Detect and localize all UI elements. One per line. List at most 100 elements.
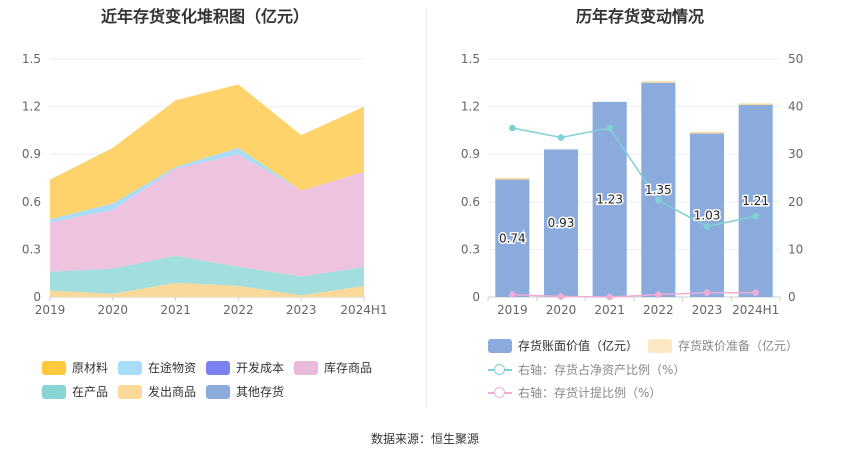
legend-swatch bbox=[206, 384, 230, 399]
right-chart-title: 历年存货变动情况 bbox=[575, 7, 704, 26]
bar-data-label: 0.93 bbox=[548, 216, 575, 230]
legend-swatch bbox=[648, 338, 672, 353]
x-tick-label: 2022 bbox=[643, 303, 674, 317]
area-在途物资 bbox=[50, 147, 364, 223]
bar-data-label: 0.74 bbox=[499, 231, 526, 245]
y-right-tick-label: 40 bbox=[788, 100, 803, 114]
line-point bbox=[703, 289, 711, 297]
legend-label: 存货账面价值（亿元） bbox=[518, 339, 639, 353]
y-tick-label: 0.6 bbox=[22, 195, 41, 209]
legend-item-shipped[interactable]: 发出商品 bbox=[118, 383, 196, 400]
y-left-tick-label: 0.3 bbox=[461, 242, 480, 256]
x-tick-label: 2019 bbox=[35, 303, 66, 317]
x-tick-label: 2022 bbox=[223, 303, 254, 317]
bar-book-value bbox=[689, 133, 725, 297]
x-tick-label: 2020 bbox=[546, 303, 577, 317]
y-right-tick-label: 50 bbox=[788, 52, 803, 66]
legend-item-impairment[interactable]: 存货跌价准备（亿元） bbox=[648, 337, 798, 354]
y-tick-label: 0.3 bbox=[22, 242, 41, 256]
line-point bbox=[509, 291, 516, 298]
line-point bbox=[655, 197, 662, 204]
y-left-tick-label: 0.9 bbox=[461, 147, 480, 161]
legend-swatch bbox=[118, 384, 142, 399]
line-point bbox=[557, 293, 565, 300]
legend-label: 开发成本 bbox=[236, 361, 285, 375]
y-left-tick-label: 0.6 bbox=[461, 195, 480, 209]
line-右轴：存货计提比例（%） bbox=[512, 291, 756, 298]
bar-book-value bbox=[543, 149, 579, 297]
line-point bbox=[703, 223, 711, 230]
y-right-tick-label: 0 bbox=[788, 290, 796, 304]
line-右轴：存货占净资产比例（%） bbox=[512, 127, 756, 228]
legend-swatch bbox=[488, 338, 512, 353]
legend-item-stock-goods[interactable]: 库存商品 bbox=[294, 359, 372, 376]
legend-label: 存货跌价准备（亿元） bbox=[678, 339, 799, 353]
line-point bbox=[509, 124, 516, 132]
y-tick-label: 0.9 bbox=[22, 147, 41, 161]
line-point bbox=[557, 134, 565, 141]
bar-impairment bbox=[738, 103, 773, 106]
bar-impairment bbox=[641, 81, 676, 83]
stacked-area-chart: 0 0.3 0.6 0.9 1.2 1.5 2019 2020 2021 2022 2023 2024… bbox=[22, 52, 388, 317]
x-tick-label: 2024H1 bbox=[732, 303, 779, 317]
legend-item-in-transit[interactable]: 在途物资 bbox=[118, 359, 196, 376]
area-发出商品 bbox=[50, 282, 364, 297]
legend-swatch bbox=[42, 384, 66, 399]
legend-label: 在产品 bbox=[72, 385, 109, 399]
legend-item-book-value[interactable]: 存货账面价值（亿元） bbox=[488, 337, 638, 354]
y-left-tick-label: 1.5 bbox=[461, 52, 480, 66]
y-right-tick-label: 10 bbox=[788, 242, 803, 256]
legend-item-other[interactable]: 其他存货 bbox=[206, 383, 284, 400]
panel-divider bbox=[426, 8, 427, 408]
legend-label: 右轴：存货占净资产比例（%） bbox=[518, 363, 686, 377]
y-tick-label: 1.2 bbox=[22, 100, 41, 114]
legend-item-dev-cost[interactable]: 开发成本 bbox=[206, 359, 284, 376]
legend-label: 原材料 bbox=[72, 361, 109, 375]
legend-line-marker bbox=[488, 363, 512, 377]
y-left-tick-label: 0 bbox=[472, 290, 480, 304]
bar-book-value bbox=[738, 105, 773, 297]
line-point bbox=[752, 212, 759, 220]
line-point bbox=[606, 124, 613, 132]
bar-book-value bbox=[592, 101, 627, 297]
legend-line-marker bbox=[488, 386, 512, 400]
line-point bbox=[655, 291, 662, 298]
area-在产品 bbox=[50, 255, 364, 296]
line-point bbox=[752, 289, 759, 297]
x-tick-label: 2021 bbox=[160, 303, 191, 317]
area-库存商品 bbox=[50, 154, 364, 277]
bar-data-label: 1.35 bbox=[645, 183, 672, 197]
bar-impairment bbox=[689, 131, 725, 134]
bar-book-value bbox=[495, 179, 530, 297]
bar-book-value bbox=[641, 82, 676, 297]
x-tick-label: 2023 bbox=[692, 303, 723, 317]
x-tick-label: 2023 bbox=[286, 303, 317, 317]
x-tick-label: 2019 bbox=[497, 303, 528, 317]
legend-swatch bbox=[294, 360, 318, 375]
bar-data-label: 1.03 bbox=[694, 208, 721, 222]
legend-label: 在途物资 bbox=[148, 361, 197, 375]
bar-data-label: 1.21 bbox=[742, 194, 769, 208]
x-tick-label: 2021 bbox=[594, 303, 625, 317]
y-right-tick-label: 30 bbox=[788, 147, 803, 161]
bar-data-label: 1.23 bbox=[596, 192, 623, 206]
y-left-tick-label: 1.2 bbox=[461, 100, 480, 114]
y-right-tick-label: 20 bbox=[788, 195, 803, 209]
legend-swatch bbox=[118, 360, 142, 375]
x-tick-label: 2024H1 bbox=[340, 303, 387, 317]
y-tick-label: 0 bbox=[33, 290, 41, 304]
legend-item-raw-material[interactable]: 原材料 bbox=[42, 359, 108, 376]
legend-label: 库存商品 bbox=[324, 361, 373, 375]
legend-item-provision-ratio[interactable]: 右轴：存货计提比例（%） bbox=[488, 384, 661, 401]
legend-item-inventory-ratio[interactable]: 右轴：存货占净资产比例（%） bbox=[488, 361, 685, 378]
x-tick-label: 2020 bbox=[98, 303, 129, 317]
legend-swatch bbox=[42, 360, 66, 375]
bar-impairment bbox=[495, 178, 530, 180]
legend-label: 发出商品 bbox=[148, 385, 197, 399]
legend-item-wip[interactable]: 在产品 bbox=[42, 383, 108, 400]
inventory-bar-line-chart: 0 0 0.3 10 0.6 20 0.9 30 1.2 40 1.5 50 0.74 0.93 1.23 1… bbox=[461, 52, 803, 317]
y-tick-label: 1.5 bbox=[22, 52, 41, 66]
left-chart-title: 近年存货变化堆积图（亿元） bbox=[100, 7, 309, 26]
line-point bbox=[606, 293, 613, 301]
legend-swatch bbox=[206, 360, 230, 375]
